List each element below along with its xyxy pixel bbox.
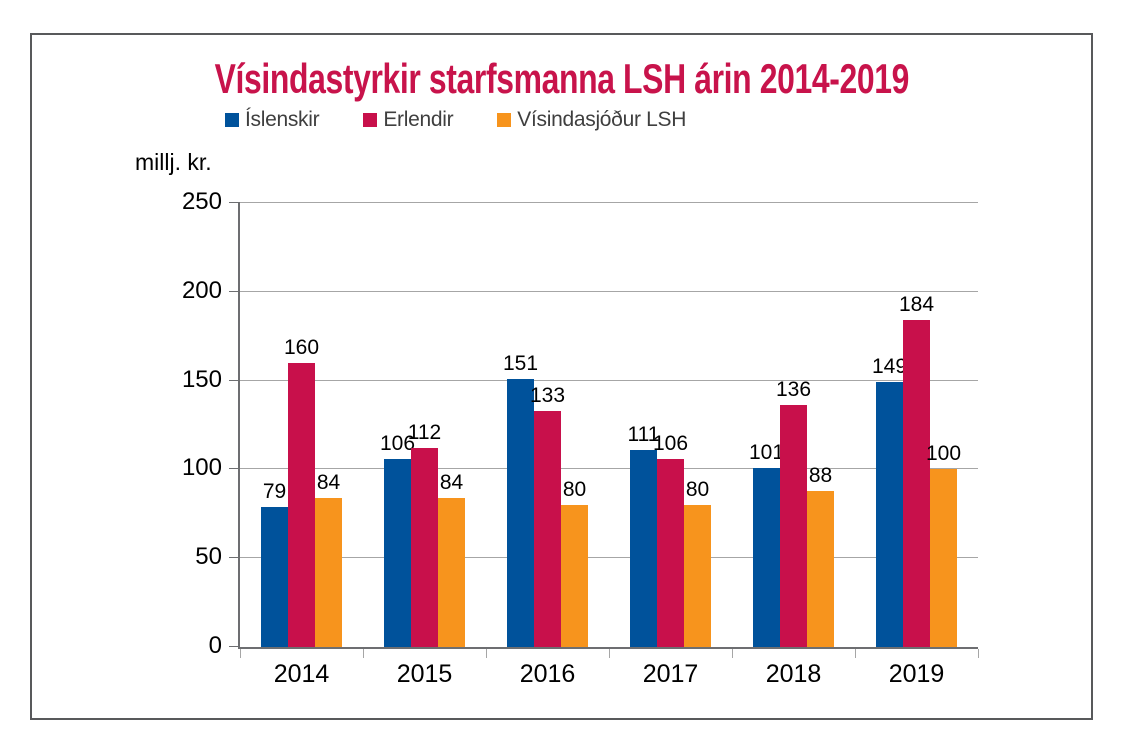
y-axis-label: 0 [208,632,222,659]
y-axis-line [238,203,240,647]
y-axis-label: 50 [195,543,222,571]
gridline-100 [240,468,978,470]
legend-item-visindasjodur: Vísindasjóður LSH [497,108,686,132]
chart-title-text: Vísindastyrkir starfsmanna LSH árin 2014… [214,55,909,102]
legend-label-visindasjodur: Vísindasjóður LSH [517,108,687,131]
bar-value-label-slenskir-2014: 79 [262,479,287,503]
bar-erlendir-2019 [903,320,930,647]
y-tick-250 [229,202,240,203]
bar-value-label-slenskir-2017: 111 [627,422,660,446]
bar-value-label-v-sindasj-ur-lsh-2015: 84 [439,470,464,494]
legend-swatch-visindasjodur [497,113,512,127]
y-tick-100 [229,468,240,470]
chart-frame: Vísindastyrkir starfsmanna LSH árin 2014… [30,33,1093,720]
legend-label-islenskir: Íslenskir [245,108,320,131]
x-axis-label-2018: 2018 [765,660,822,688]
x-tick [609,649,610,658]
bar-value-label-v-sindasj-ur-lsh-2017: 80 [685,477,710,501]
bar-value-label-slenskir-2015: 106 [379,431,416,455]
bar-slenskir-2016 [507,378,534,647]
bar-value-label-v-sindasj-ur-lsh-2018: 88 [808,463,833,487]
bar-value-label-erlendir-2019: 184 [898,293,935,317]
bar-slenskir-2014 [261,506,288,647]
bar-value-label-slenskir-2019: 149 [871,355,908,379]
y-axis-label: 150 [181,365,222,393]
x-tick [978,649,979,658]
bar-value-label-v-sindasj-ur-lsh-2014: 84 [316,470,341,494]
bar-value-label-erlendir-2016: 133 [529,383,566,407]
x-axis-label-2015: 2015 [396,660,453,688]
bar-slenskir-2017 [630,449,657,647]
x-tick [732,649,733,658]
bar-v-sindasj-ur-lsh-2016 [561,504,588,647]
bar-erlendir-2016 [534,410,561,647]
x-tick [363,649,364,658]
y-tick-0 [229,646,240,647]
bar-value-label-slenskir-2018: 101 [748,440,785,464]
bar-value-label-erlendir-2017: 106 [652,431,689,455]
legend-item-islenskir: Íslenskir [225,108,320,132]
bar-value-label-erlendir-2014: 160 [283,335,320,359]
bar-erlendir-2018 [780,405,807,647]
bar-value-label-v-sindasj-ur-lsh-2016: 80 [562,477,587,501]
legend-swatch-erlendir [363,113,378,127]
x-axis-label-2014: 2014 [273,660,330,688]
x-tick [240,649,241,658]
x-axis-label-2017: 2017 [642,660,699,688]
bar-v-sindasj-ur-lsh-2019 [930,469,957,647]
bar-value-label-erlendir-2015: 112 [407,421,442,445]
bar-slenskir-2015 [384,458,411,647]
chart-title: Vísindastyrkir starfsmanna LSH árin 2014… [32,55,1091,103]
bar-erlendir-2015 [411,448,438,647]
y-axis-label: 250 [181,188,222,215]
legend-item-erlendir: Erlendir [363,108,454,132]
y-tick-50 [229,557,240,559]
x-axis-line [238,647,978,649]
bar-erlendir-2017 [657,458,684,647]
y-axis-unit-label: millj. kr. [135,149,212,175]
bar-value-label-erlendir-2018: 136 [775,378,812,402]
gridline-150 [240,379,978,381]
x-axis-label-2016: 2016 [519,660,576,688]
legend-label-erlendir: Erlendir [383,108,454,131]
x-tick [486,649,487,658]
bar-v-sindasj-ur-lsh-2014 [315,497,342,647]
gridline-250 [240,202,978,203]
y-tick-150 [229,379,240,381]
bar-value-label-v-sindasj-ur-lsh-2019: 100 [925,442,962,466]
x-axis-label-2019: 2019 [888,660,945,688]
gridline-200 [240,290,978,292]
bar-value-label-slenskir-2016: 151 [502,351,539,375]
y-axis-label: 200 [181,276,222,304]
y-tick-200 [229,290,240,292]
legend-swatch-islenskir [225,113,239,127]
bar-v-sindasj-ur-lsh-2017 [684,504,711,647]
x-tick [855,649,856,658]
bar-erlendir-2014 [288,362,315,647]
bar-v-sindasj-ur-lsh-2018 [807,490,834,647]
bar-slenskir-2019 [876,382,903,647]
bar-v-sindasj-ur-lsh-2015 [438,497,465,647]
legend: Íslenskir Erlendir Vísindasjóður LSH [225,108,686,132]
bar-slenskir-2018 [753,467,780,647]
y-axis-label: 100 [181,454,222,482]
gridline-50 [240,557,978,559]
